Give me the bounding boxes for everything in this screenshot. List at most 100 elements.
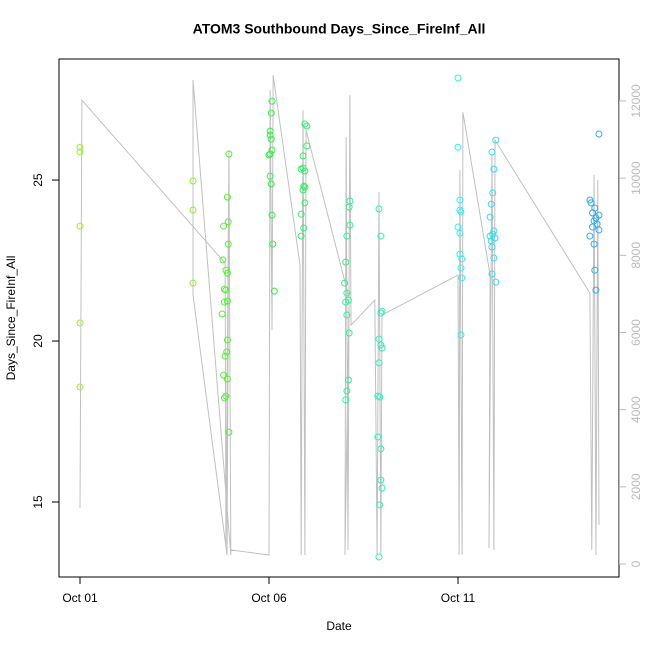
point xyxy=(492,278,500,286)
point xyxy=(223,297,231,305)
point xyxy=(490,165,498,173)
point xyxy=(591,266,599,274)
point xyxy=(342,258,350,266)
point xyxy=(343,311,351,319)
point xyxy=(76,143,84,151)
point xyxy=(377,232,385,240)
point xyxy=(267,180,275,188)
point xyxy=(345,329,353,337)
y-tick-label: 20 xyxy=(31,334,45,348)
line xyxy=(79,75,600,556)
point xyxy=(300,224,308,232)
point xyxy=(76,222,84,230)
point xyxy=(456,250,464,258)
point xyxy=(458,274,466,282)
point xyxy=(76,383,84,391)
point xyxy=(219,256,227,264)
y2-tick-label: 0 xyxy=(629,560,643,567)
point xyxy=(490,254,498,262)
point xyxy=(488,243,496,251)
point xyxy=(488,270,496,278)
point xyxy=(344,376,352,384)
point xyxy=(592,286,600,294)
point xyxy=(268,97,276,105)
point xyxy=(376,501,384,509)
y2-tick-label: 10000 xyxy=(629,161,643,195)
point xyxy=(189,206,197,214)
plot-frame xyxy=(58,58,620,578)
point xyxy=(297,232,305,240)
y2-tick-label: 2000 xyxy=(629,473,643,500)
point xyxy=(270,287,278,295)
point xyxy=(454,143,462,151)
point xyxy=(377,341,385,349)
point xyxy=(220,222,228,230)
point xyxy=(377,445,385,453)
point xyxy=(76,319,84,327)
point xyxy=(454,74,462,82)
point xyxy=(222,392,230,400)
point xyxy=(456,196,464,204)
point xyxy=(589,209,597,217)
point xyxy=(378,484,386,492)
point xyxy=(587,199,595,207)
point xyxy=(301,199,309,207)
point xyxy=(267,135,275,143)
point xyxy=(265,151,273,159)
point xyxy=(342,396,350,404)
point xyxy=(221,352,229,360)
point xyxy=(266,150,274,158)
point xyxy=(300,182,308,190)
point xyxy=(220,371,228,379)
point xyxy=(457,208,465,216)
point xyxy=(375,335,383,343)
point xyxy=(343,289,351,297)
point xyxy=(375,205,383,213)
point xyxy=(346,221,354,229)
point xyxy=(223,193,231,201)
point xyxy=(301,120,309,128)
point xyxy=(458,255,466,263)
point xyxy=(299,152,307,160)
point xyxy=(303,142,311,150)
x-tick-label: Oct 01 xyxy=(62,591,98,605)
point xyxy=(378,344,386,352)
y2-tick-label: 12000 xyxy=(629,84,643,118)
point xyxy=(297,210,305,218)
chart-title: ATOM3 Southbound Days_Since_FireInf_All xyxy=(193,21,486,37)
point xyxy=(301,167,309,175)
point xyxy=(223,269,231,277)
point xyxy=(377,309,385,317)
point xyxy=(487,200,495,208)
point xyxy=(343,232,351,240)
point xyxy=(590,240,598,248)
x-tick-label: Oct 11 xyxy=(441,591,476,605)
point xyxy=(266,172,274,180)
point xyxy=(225,428,233,436)
point xyxy=(343,387,351,395)
point xyxy=(376,393,384,401)
point xyxy=(488,148,496,156)
point xyxy=(223,375,231,383)
point xyxy=(269,240,277,248)
point xyxy=(303,122,311,130)
y2-tick-label: 4000 xyxy=(629,396,643,423)
point xyxy=(225,150,233,158)
point xyxy=(457,331,465,339)
point xyxy=(374,433,382,441)
point xyxy=(268,211,276,219)
point xyxy=(341,279,349,287)
point xyxy=(76,148,84,156)
y2-tick-label: 6000 xyxy=(629,319,643,346)
y2-tick-label: 8000 xyxy=(629,242,643,269)
point xyxy=(218,310,226,318)
point xyxy=(457,264,465,272)
point xyxy=(267,109,275,117)
point xyxy=(489,189,497,197)
point xyxy=(297,165,305,173)
point xyxy=(223,336,231,344)
point xyxy=(492,136,500,144)
point xyxy=(224,218,232,226)
y-tick-label: 15 xyxy=(31,495,45,509)
